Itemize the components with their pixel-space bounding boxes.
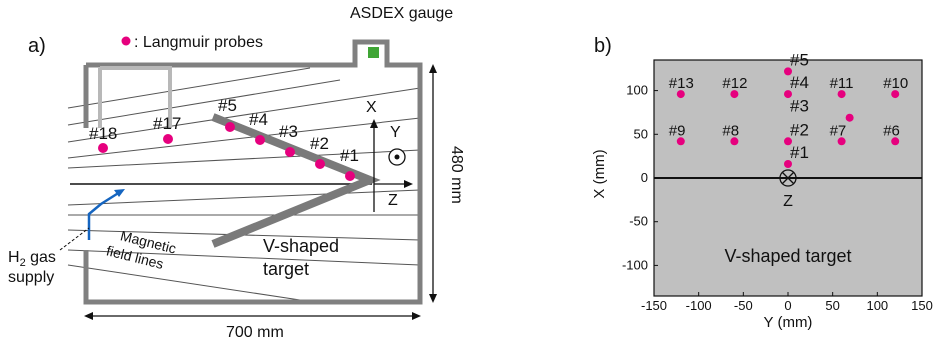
vessel-wall <box>83 39 423 305</box>
v-shaped-target <box>211 113 381 248</box>
probe-point <box>730 90 739 99</box>
axis-z-label: Z <box>388 192 398 209</box>
z-axis-label: Z <box>783 193 793 210</box>
axis-x-label: X <box>366 99 377 116</box>
probe-point <box>676 90 685 99</box>
probe-point <box>891 137 900 146</box>
x-axis-arrowhead <box>370 119 378 128</box>
target-label: V-shaped target <box>724 246 851 266</box>
y-tick-label: 0 <box>641 170 648 185</box>
probe-1 <box>345 171 355 181</box>
x-tick-label: -150 <box>641 298 667 313</box>
probe-point <box>837 137 846 146</box>
probe-point <box>837 90 846 99</box>
probe-17 <box>163 134 173 144</box>
probe-point-label: #13 <box>669 75 694 92</box>
field-lines-label: Magnetic field lines <box>105 227 178 272</box>
probe-label-1: #1 <box>340 146 359 165</box>
gauge-label: ASDEX gauge <box>350 5 453 22</box>
y-tick-label: -50 <box>629 214 648 229</box>
probe-point <box>730 137 739 146</box>
probe-point <box>891 90 900 99</box>
x-tick-label: -50 <box>734 298 753 313</box>
gas-supply-label-line2: supply <box>8 269 54 286</box>
probe-label-17: #17 <box>153 114 181 133</box>
z-axis-arrowhead <box>404 180 413 188</box>
y-axis-dot <box>394 154 400 160</box>
probe-3 <box>285 147 295 157</box>
x-axis-label: Y (mm) <box>764 314 813 331</box>
z-axis-into-page-icon <box>779 169 797 187</box>
probe-point <box>845 113 854 122</box>
axis-y-label: Y <box>390 124 401 141</box>
x-tick-label: 0 <box>784 298 791 313</box>
width-dimension-label: 700 mm <box>226 324 284 341</box>
gas-supply-label: H2 gas <box>8 249 56 269</box>
probe-18 <box>98 143 108 153</box>
probe-label-5: #5 <box>218 96 237 115</box>
probe-point-label: #2 <box>790 120 809 139</box>
probe-point-label: #8 <box>722 122 739 139</box>
panel-b-plot: -150 -100 -50 0 50 100 150 -100 -50 0 50 100 Y (mm) X… <box>591 50 933 331</box>
gas-supply-leader <box>59 227 90 251</box>
height-dimension-label: 480 mm <box>448 146 465 204</box>
x-tick-label: -100 <box>686 298 712 313</box>
height-arrow-top <box>429 64 437 73</box>
probe-point-label: #12 <box>722 75 747 92</box>
probe-point <box>676 137 685 146</box>
legend-label: : Langmuir probes <box>134 34 263 51</box>
target-label-2: target <box>263 259 309 279</box>
probe-label-3: #3 <box>279 122 298 141</box>
probe-point-label: #1 <box>790 143 809 162</box>
probe-label-4: #4 <box>249 110 268 129</box>
asdex-gauge <box>368 47 379 58</box>
panel-a-label: a) <box>28 35 46 57</box>
probe-point <box>784 137 792 146</box>
probe-point-label: #11 <box>830 75 854 92</box>
height-arrow-bottom <box>429 294 437 303</box>
probe-label-2: #2 <box>310 134 329 153</box>
width-arrow-left <box>84 312 93 320</box>
probe-support-frame <box>98 66 172 128</box>
probe-point-label: #4 <box>790 73 809 92</box>
width-arrow-right <box>412 312 421 320</box>
probe-label-18: #18 <box>89 124 117 143</box>
probe-2 <box>315 159 325 169</box>
panel-b-label: b) <box>594 35 612 57</box>
x-tick-label: 50 <box>825 298 839 313</box>
probe-point <box>784 160 792 169</box>
gas-supply-line <box>87 190 121 240</box>
x-tick-label: 150 <box>911 298 933 313</box>
probe-5 <box>225 122 235 132</box>
y-tick-label: 50 <box>634 126 648 141</box>
magnetic-field-lines <box>67 67 421 301</box>
probe-point-label: #5 <box>790 50 809 69</box>
legend-probe-dot <box>121 36 131 46</box>
x-tick-label: 100 <box>866 298 888 313</box>
y-tick-label: -100 <box>622 257 648 272</box>
probe-point <box>784 90 792 99</box>
y-axis-label: X (mm) <box>591 149 608 198</box>
gas-supply-arrowhead <box>114 189 125 197</box>
z-cross-2 <box>782 172 794 184</box>
target-label-1: V-shaped <box>263 236 339 256</box>
y-tick-label: 100 <box>626 83 648 98</box>
probe-point-label: #10 <box>883 75 908 92</box>
probe-point-label: #9 <box>669 122 686 139</box>
probe-4 <box>255 135 265 145</box>
probe-point <box>784 67 792 76</box>
probe-point-label: #6 <box>883 122 900 139</box>
probe-point-label: #7 <box>830 122 847 139</box>
probe-point-label: #3 <box>790 97 809 116</box>
probes-panel-a <box>98 122 355 181</box>
